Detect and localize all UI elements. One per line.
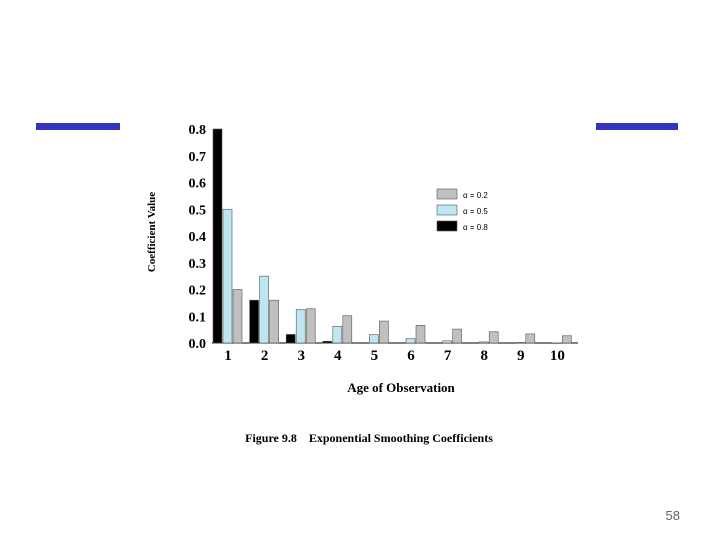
legend-swatch (436, 220, 458, 232)
x-tick-label: 1 (224, 348, 232, 364)
y-axis-label: Coefficient Value (146, 192, 158, 272)
bar-05-age-1 (222, 208, 233, 344)
x-tick-label: 8 (480, 348, 488, 364)
title-rule-right (596, 123, 678, 130)
legend-label: α = 0.8 (463, 223, 488, 232)
bar-02-age-2 (269, 299, 279, 344)
x-tick-label: 6 (407, 348, 415, 364)
bar-08-age-3 (285, 334, 296, 344)
page-number: 58 (665, 508, 680, 523)
bar-05-age-5 (369, 334, 379, 344)
bar-08-age-1 (212, 128, 223, 344)
bar-02-age-8 (488, 331, 499, 344)
legend-label: α = 0.2 (463, 191, 488, 200)
x-tick-label: 7 (444, 348, 452, 364)
bar-05-age-6 (405, 338, 416, 344)
bar-05-age-3 (295, 309, 306, 344)
y-tick-label: 0.5 (189, 203, 207, 218)
bar-05-age-7 (442, 340, 452, 344)
y-tick-label: 0.8 (189, 123, 207, 138)
bar-02-age-1 (232, 289, 243, 344)
x-tick-label: 10 (550, 348, 565, 364)
x-tick-label: 3 (297, 348, 305, 364)
bar-05-age-8 (478, 341, 489, 344)
legend-swatch (436, 204, 458, 216)
bar-02-age-5 (379, 320, 389, 344)
bar-08-age-4 (322, 340, 333, 344)
bar-02-age-10 (562, 335, 572, 344)
chart-bars (212, 128, 572, 344)
title-rule-left (36, 123, 120, 130)
legend-label: α = 0.5 (463, 207, 488, 216)
y-tick-label: 0.4 (189, 230, 207, 245)
bar-05-age-2 (259, 275, 269, 344)
y-tick-label: 0.1 (189, 310, 207, 325)
x-tick-labels: 1 2 3 4 5 6 7 8 9 10 (224, 348, 565, 364)
y-tick-label: 0.2 (189, 284, 207, 299)
chart-legend: α = 0.2 α = 0.5 α = 0.8 (436, 188, 488, 232)
y-tick-label: 0.0 (189, 337, 207, 352)
bar-02-age-4 (342, 315, 353, 344)
bar-08-age-2 (249, 299, 259, 344)
bar-05-age-4 (332, 325, 343, 344)
bar-02-age-7 (452, 328, 462, 344)
y-tick-label: 0.3 (189, 257, 207, 272)
bar-05-age-9 (515, 342, 526, 344)
x-tick-label: 9 (517, 348, 525, 364)
bar-02-age-9 (525, 333, 536, 344)
x-axis-label: Age of Observation (347, 380, 455, 395)
figure-caption: Figure 9.8 Exponential Smoothing Coeffic… (245, 431, 493, 445)
x-tick-label: 5 (371, 348, 379, 364)
bar-02-age-3 (305, 308, 316, 344)
y-tick-labels: 0.0 0.1 0.2 0.3 0.4 0.5 0.6 0.7 0.8 (189, 123, 207, 352)
x-tick-label: 2 (261, 348, 269, 364)
x-tick-label: 4 (334, 348, 342, 364)
y-tick-label: 0.7 (189, 150, 207, 165)
legend-swatch (436, 188, 458, 200)
bar-02-age-6 (415, 325, 426, 344)
y-tick-label: 0.6 (189, 177, 207, 192)
